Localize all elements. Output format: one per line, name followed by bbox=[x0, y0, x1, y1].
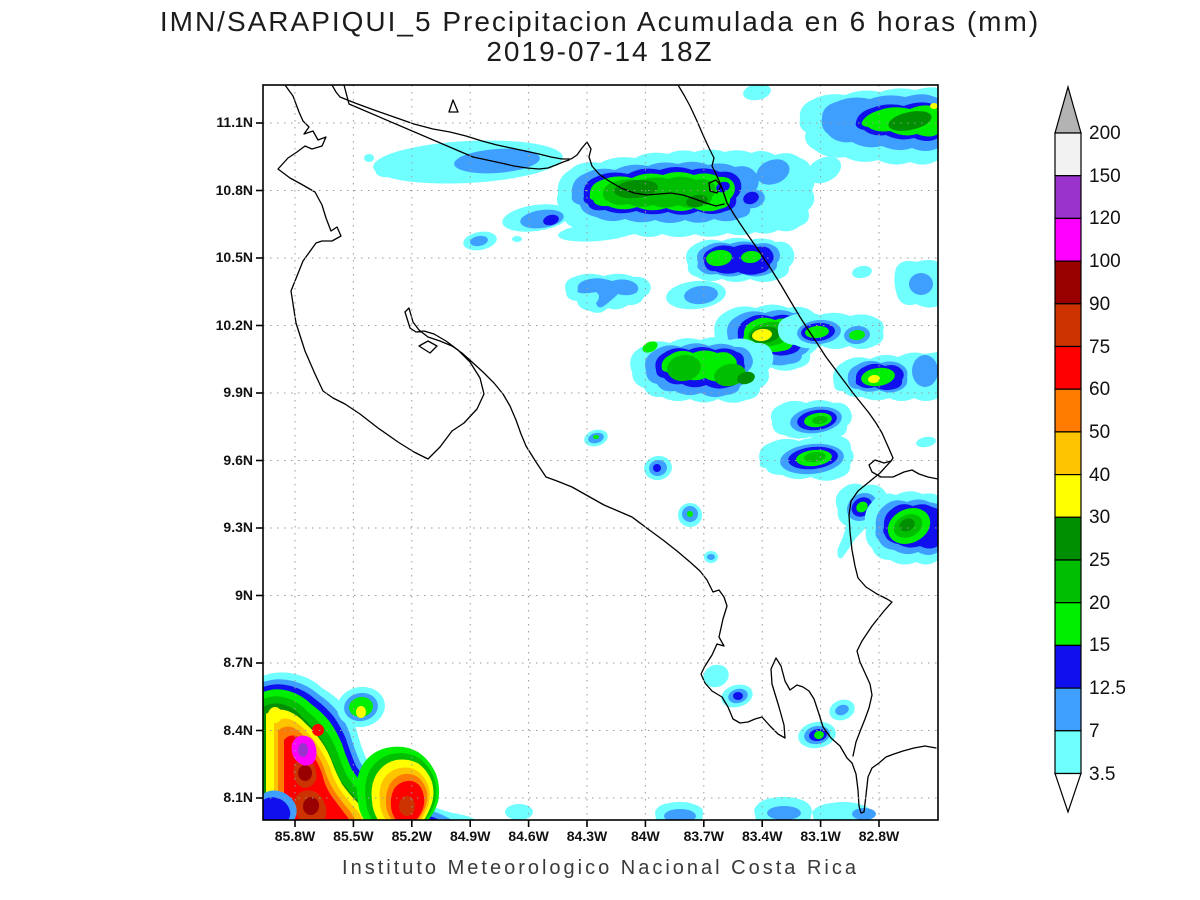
colorbar-tick-label: 200 bbox=[1089, 123, 1121, 144]
colorbar-tick-label: 40 bbox=[1089, 464, 1111, 486]
colorbar-above-max-arrow bbox=[1054, 84, 1082, 134]
y-axis-tick-label: 11.1N bbox=[216, 114, 253, 130]
colorbar-tick-label: 75 bbox=[1089, 336, 1111, 358]
x-axis-tick-label: 83.7W bbox=[683, 828, 725, 844]
y-axis-tick-label: 9.6N bbox=[223, 451, 253, 468]
x-axis-tick-label: 84.6W bbox=[508, 828, 549, 844]
grid-lines bbox=[263, 85, 938, 820]
colorbar-tick-label: 30 bbox=[1089, 507, 1111, 529]
colorbar-tick-label: 12.5 bbox=[1089, 678, 1126, 700]
map-subtitle-datetime: 2019-07-14 18Z bbox=[486, 36, 714, 67]
colorbar-tick-label: 90 bbox=[1089, 293, 1111, 315]
colorbar-tick-label: 150 bbox=[1089, 165, 1121, 187]
colorbar bbox=[1054, 84, 1082, 814]
x-axis-tick-label: 83.4W bbox=[741, 828, 783, 844]
x-axis-tick-label: 84.3W bbox=[566, 828, 608, 844]
colorbar-tick-label: 60 bbox=[1089, 379, 1111, 401]
colorbar-tick-label: 20 bbox=[1089, 592, 1111, 614]
y-axis-tick-label: 10.5N bbox=[215, 249, 253, 265]
y-axis-tick-label: 8.7N bbox=[223, 654, 253, 670]
y-axis-tick-label: 9.9N bbox=[223, 384, 253, 400]
y-axis-tick-label: 8.1N bbox=[223, 789, 253, 805]
x-axis-tick-label: 84.9W bbox=[449, 828, 491, 844]
colorbar-tick-label: 3.5 bbox=[1089, 763, 1116, 785]
colorbar-below-min-arrow bbox=[1054, 772, 1082, 814]
x-axis-tick-label: 82.8W bbox=[858, 828, 900, 844]
y-axis-tick-label: 10.2N bbox=[215, 316, 253, 333]
x-axis-tick-label: 83.1W bbox=[800, 828, 841, 844]
colorbar-tick-label: 25 bbox=[1089, 550, 1111, 571]
x-axis-tick-label: 85.8W bbox=[274, 828, 316, 844]
y-axis-tick-label: 8.4N bbox=[223, 721, 253, 738]
coastlines bbox=[277, 85, 938, 814]
y-axis-tick-label: 9.3N bbox=[223, 519, 253, 535]
precip-blobs bbox=[263, 85, 938, 820]
y-axis-tick-label: 9N bbox=[235, 586, 253, 603]
colorbar-tick-label: 15 bbox=[1089, 635, 1111, 657]
colorbar-tick-label: 100 bbox=[1089, 251, 1121, 273]
map-title: IMN/SARAPIQUI_5 Precipitacion Acumulada … bbox=[159, 6, 1041, 37]
x-axis-tick-label: 85.2W bbox=[391, 828, 433, 844]
map-frame bbox=[262, 84, 939, 821]
x-axis-tick-label: 84W bbox=[630, 828, 660, 844]
colorbar-tick-label: 120 bbox=[1089, 208, 1121, 230]
colorbar-tick-label: 7 bbox=[1089, 720, 1100, 742]
footer-institution: Instituto Meteorologico Nacional Costa R… bbox=[342, 857, 859, 879]
colorbar-tick-label: 50 bbox=[1089, 421, 1111, 443]
x-axis-tick-label: 85.5W bbox=[333, 828, 374, 844]
y-axis-tick-label: 10.8N bbox=[215, 181, 253, 198]
